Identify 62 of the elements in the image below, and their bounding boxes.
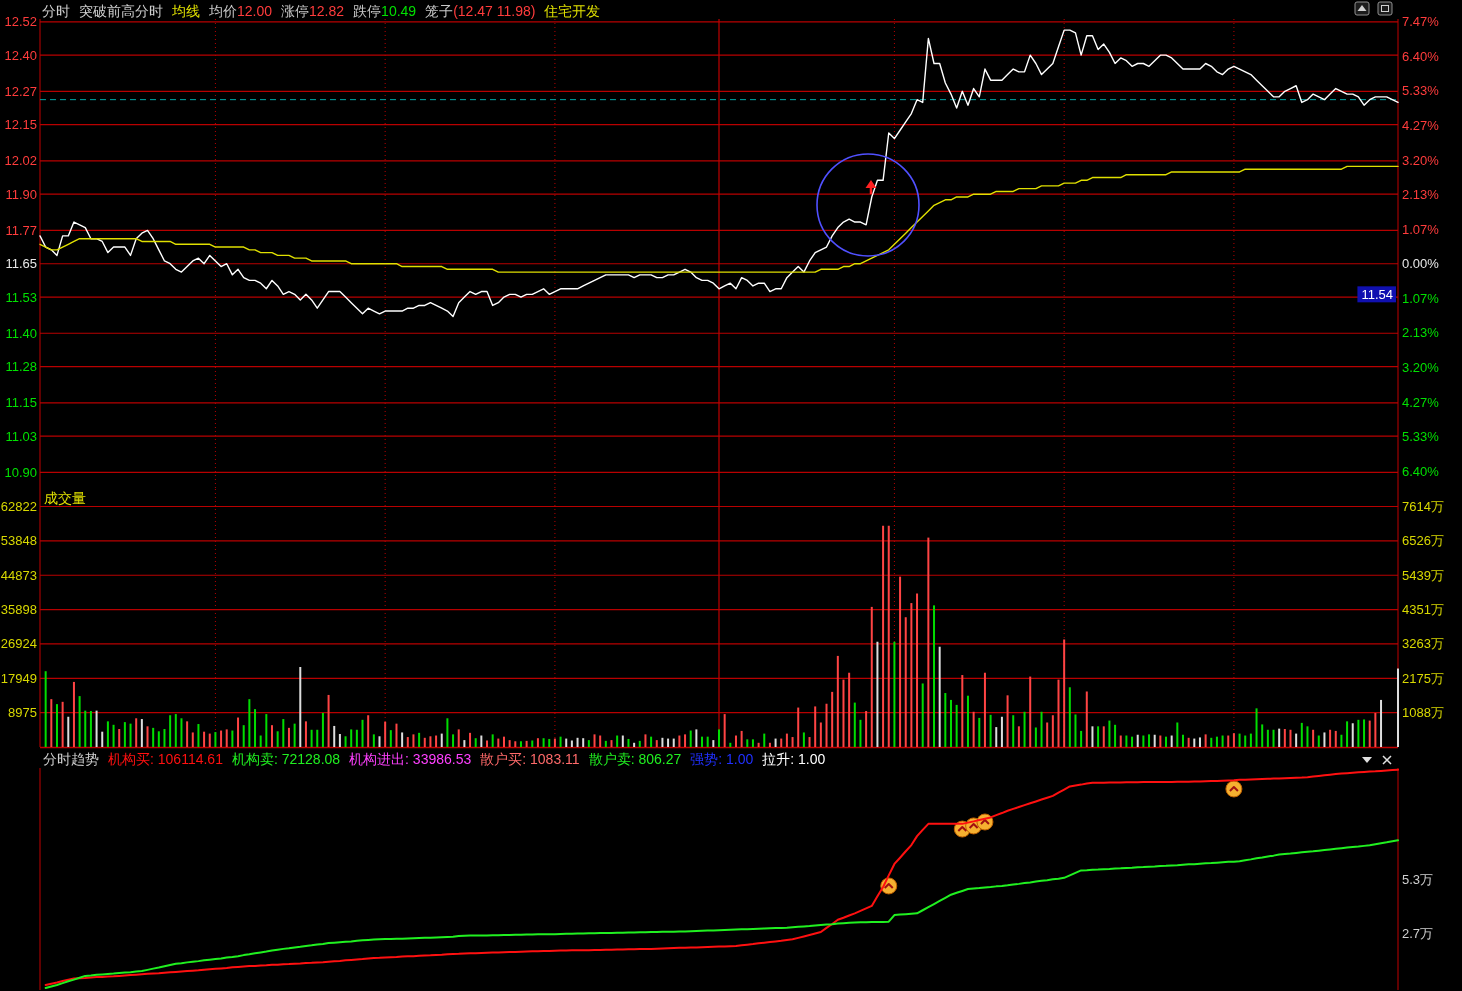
y2-tick-label: 1.07% xyxy=(1402,221,1440,237)
y2-tick-label: 1.07% xyxy=(1402,290,1440,306)
y-tick-label: 44873 xyxy=(0,567,37,583)
y-tick-label: 11.28 xyxy=(5,359,37,375)
y-tick-label: 11.03 xyxy=(5,428,37,444)
y2-tick-label: 0.00% xyxy=(1402,256,1440,272)
y2-tick-label: 2.13% xyxy=(1402,325,1440,341)
y2-tick-label: 4.27% xyxy=(1402,394,1440,410)
y-tick-label: 2.7万 xyxy=(1402,926,1434,942)
y-tick-label: 12.27 xyxy=(4,83,37,99)
y-tick-label: 12.02 xyxy=(4,153,37,169)
y2-tick-label: 4351万 xyxy=(1402,602,1444,618)
text: 散户卖: 806.27 xyxy=(588,751,682,767)
text: 机构买: 106114.61 xyxy=(108,751,224,767)
y-tick-label: 12.52 xyxy=(4,14,37,30)
y2-tick-label: 6526万 xyxy=(1402,533,1444,549)
y2-tick-label: 6.40% xyxy=(1402,48,1440,64)
y2-tick-label: 5439万 xyxy=(1402,567,1444,583)
y-tick-label: 17949 xyxy=(0,670,37,686)
text: 散户买: 1083.11 xyxy=(480,751,580,767)
text: 拉升: 1.00 xyxy=(762,751,826,767)
y-tick-label: 11.65 xyxy=(5,256,37,272)
y-tick-label: 53848 xyxy=(0,533,37,549)
chart-title: 分时 xyxy=(42,3,70,19)
annotation: 跌停10.49 xyxy=(353,3,417,19)
y-tick-label: 11.40 xyxy=(5,325,37,341)
y-tick-label: 11.53 xyxy=(5,289,37,305)
y2-tick-label: 3.20% xyxy=(1402,152,1440,168)
y2-tick-label: 7614万 xyxy=(1402,499,1444,515)
annotation: 住宅开发 xyxy=(543,3,601,19)
chart-title: 分时趋势 xyxy=(43,751,99,767)
text: 均线 xyxy=(171,3,200,19)
y-tick-label: 62822 xyxy=(0,499,37,515)
y-tick-label: 12.15 xyxy=(4,117,37,133)
y-tick-label: 26924 xyxy=(0,636,37,652)
annotation: 笼子(12.47 11.98) xyxy=(425,3,536,19)
y2-tick-label: 6.40% xyxy=(1402,463,1440,479)
y2-tick-label: 2.13% xyxy=(1402,187,1440,203)
y-tick-label: 8975 xyxy=(8,705,37,721)
y-tick-label: 35898 xyxy=(0,602,37,618)
y2-tick-label: 3263万 xyxy=(1402,636,1444,652)
y2-tick-label: 5.33% xyxy=(1402,428,1440,444)
text: 强势: 1.00 xyxy=(690,751,754,767)
annotation: 涨停12.82 xyxy=(281,3,345,19)
y-tick-label: 11.90 xyxy=(5,186,37,202)
annotation: 均价12.00 xyxy=(208,3,273,19)
y2-tick-label: 5.33% xyxy=(1402,83,1440,99)
chart-subtitle: 突破前高分时 xyxy=(79,3,163,19)
y-tick-label: 11.15 xyxy=(5,395,37,411)
y-tick-label: 5.3万 xyxy=(1402,872,1434,888)
y2-tick-label: 7.47% xyxy=(1402,14,1440,30)
y-tick-label: 11.77 xyxy=(5,222,37,238)
y2-tick-label: 3.20% xyxy=(1402,359,1440,375)
y2-tick-label: 2175万 xyxy=(1402,670,1444,686)
y2-tick-label: 1088万 xyxy=(1402,705,1444,721)
annotation: 11.54 xyxy=(1361,287,1393,303)
y2-tick-label: 4.27% xyxy=(1402,117,1440,133)
text: 机构卖: 72128.08 xyxy=(231,751,341,767)
y-tick-label: 10.90 xyxy=(4,464,37,480)
chart-title: 成交量 xyxy=(44,490,86,506)
y-tick-label: 12.40 xyxy=(4,47,37,63)
text: 机构进出: 33986.53 xyxy=(349,751,472,767)
